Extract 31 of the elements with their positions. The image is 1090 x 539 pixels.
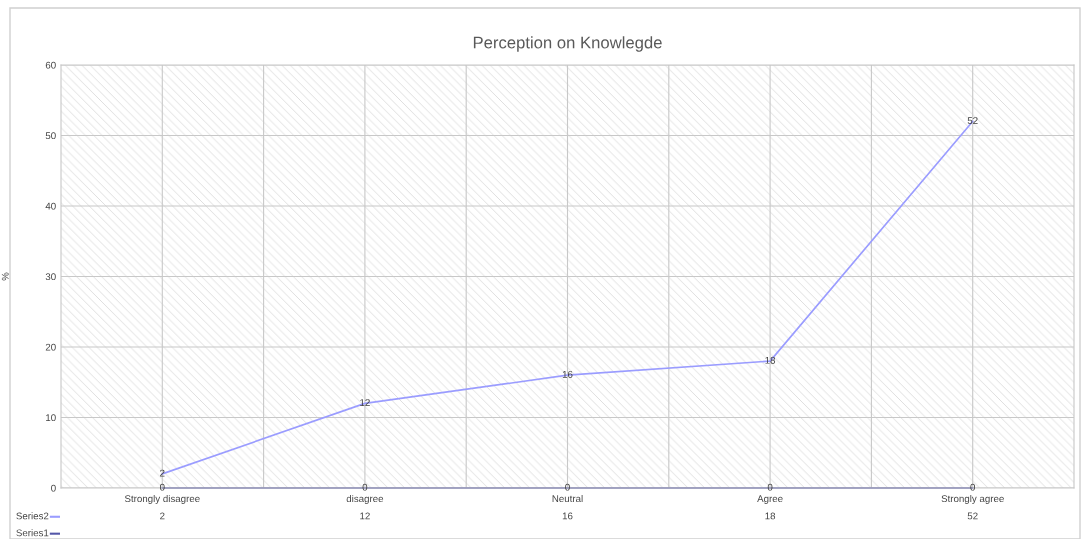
chart-title: Perception on Knowlegde <box>473 36 662 52</box>
y-tick-label: 30 <box>45 273 56 281</box>
data-label: 0 <box>767 483 773 491</box>
data-label: 12 <box>360 512 370 520</box>
y-tick-label: 20 <box>45 343 56 351</box>
data-label: 2 <box>160 512 165 520</box>
y-tick-label: 40 <box>45 202 56 210</box>
x-tick-label: Neutral <box>552 494 583 503</box>
data-label: 0 <box>565 483 570 491</box>
y-tick-label: 10 <box>46 414 56 422</box>
y-axis-title: % <box>1 272 9 281</box>
text: 16 <box>562 370 573 378</box>
data-label: 18 <box>765 512 776 520</box>
y-tick-label: 60 <box>45 61 56 69</box>
text: 18 <box>765 356 776 364</box>
x-tick-label: Strongly agree <box>941 494 1004 505</box>
y-tick-label: 50 <box>45 132 56 140</box>
data-label: 52 <box>967 512 978 520</box>
data-label: 0 <box>159 483 165 491</box>
legend-label: Series2 <box>16 512 49 520</box>
data-label: 0 <box>970 483 976 491</box>
x-tick-label: Agree <box>757 495 783 505</box>
data-label: 16 <box>562 512 573 520</box>
x-tick-label: Strongly disagree <box>124 494 200 505</box>
x-tick-label: disagree <box>346 494 384 505</box>
text: 2 <box>160 469 165 477</box>
text: 12 <box>360 399 370 406</box>
y-tick-label: 0 <box>51 484 56 492</box>
text: 52 <box>967 117 978 125</box>
legend-label: Series1 <box>16 529 49 537</box>
data-label: 0 <box>362 483 368 491</box>
